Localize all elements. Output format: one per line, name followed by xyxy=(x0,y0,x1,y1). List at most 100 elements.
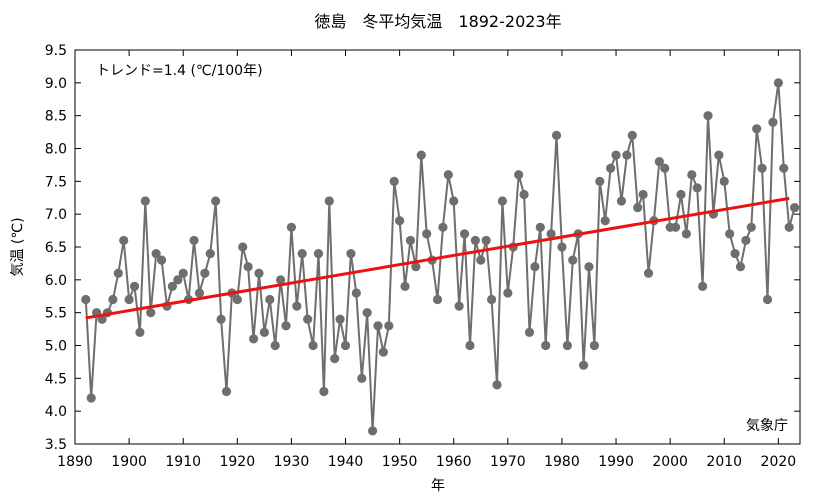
y-tick-label: 4.0 xyxy=(45,404,67,420)
x-axis: 1890 1900 1910 1920 1930 1940 1950 1960 1970 1980… xyxy=(57,50,796,470)
series-layer xyxy=(81,78,800,436)
data-point xyxy=(167,281,177,291)
y-tick-label: 6.0 xyxy=(45,273,67,289)
data-point xyxy=(643,268,654,278)
data-point xyxy=(86,393,96,403)
data-point xyxy=(129,281,140,291)
data-point xyxy=(119,235,129,246)
chart-title: 徳島 冬平均気温 1892-2023年 xyxy=(314,12,561,31)
data-point xyxy=(330,354,340,364)
data-point xyxy=(789,203,800,213)
data-point xyxy=(275,275,286,285)
data-point xyxy=(248,334,259,344)
data-point xyxy=(633,203,643,213)
data-point xyxy=(578,360,589,370)
data-point xyxy=(519,189,529,200)
data-point xyxy=(308,340,318,351)
data-point xyxy=(719,176,729,186)
data-point xyxy=(378,347,388,357)
data-point xyxy=(654,157,664,167)
data-point xyxy=(714,150,724,160)
trend-annotation: トレンド=1.4 (℃/100年) xyxy=(96,63,263,79)
data-point xyxy=(622,150,632,160)
data-point xyxy=(405,235,416,246)
y-axis-title: 気温 (℃) xyxy=(10,217,26,276)
y-tick-label: 8.0 xyxy=(45,142,67,158)
x-tick-label: 1980 xyxy=(544,454,580,470)
x-tick-label: 1950 xyxy=(382,454,418,470)
data-point xyxy=(113,268,123,278)
data-point xyxy=(616,196,627,206)
y-tick-label: 9.0 xyxy=(45,76,67,92)
data-point xyxy=(449,196,459,206)
x-tick-label: 2010 xyxy=(706,454,742,470)
data-point xyxy=(492,380,502,390)
data-point xyxy=(514,170,524,180)
data-point xyxy=(319,386,329,397)
data-point xyxy=(211,196,221,206)
data-point xyxy=(768,117,778,127)
data-point xyxy=(292,301,302,311)
data-point xyxy=(459,229,470,239)
data-point xyxy=(124,294,134,305)
data-point xyxy=(638,189,648,200)
data-point xyxy=(281,321,291,331)
data-point xyxy=(746,222,756,232)
data-point xyxy=(351,288,361,298)
data-point xyxy=(530,262,540,272)
data-point xyxy=(784,222,794,232)
data-point xyxy=(270,340,280,351)
data-point xyxy=(416,150,426,160)
data-point xyxy=(389,176,399,186)
data-point xyxy=(541,340,551,351)
data-point xyxy=(411,262,421,272)
data-point xyxy=(259,327,269,337)
trend-layer xyxy=(85,196,790,320)
data-point xyxy=(422,229,432,239)
data-point xyxy=(606,163,616,173)
data-point xyxy=(568,255,578,265)
x-tick-label: 1930 xyxy=(274,454,310,470)
data-point xyxy=(432,294,443,305)
x-tick-label: 1890 xyxy=(57,454,93,470)
data-point xyxy=(108,294,118,305)
x-tick-label: 1970 xyxy=(490,454,526,470)
data-point xyxy=(600,216,610,226)
data-point xyxy=(216,314,226,324)
x-tick-label: 2000 xyxy=(652,454,688,470)
x-axis-title: 年 xyxy=(431,478,445,494)
source-label: 気象庁 xyxy=(746,418,788,434)
data-point xyxy=(692,183,702,193)
data-point xyxy=(156,255,167,265)
trend-line xyxy=(85,196,790,320)
data-point xyxy=(81,294,91,305)
data-point xyxy=(535,222,545,232)
data-point xyxy=(438,222,448,232)
y-tick-label: 5.5 xyxy=(45,306,67,322)
data-point xyxy=(487,294,497,305)
data-point xyxy=(254,268,264,278)
data-point xyxy=(735,262,746,272)
x-tick-label: 1920 xyxy=(219,454,255,470)
x-tick-label: 1910 xyxy=(165,454,201,470)
x-tick-label: 1900 xyxy=(111,454,147,470)
data-point xyxy=(357,373,367,383)
data-point xyxy=(265,294,275,305)
data-point xyxy=(200,268,210,278)
data-point xyxy=(670,222,681,232)
data-point xyxy=(178,268,188,278)
data-point xyxy=(503,288,513,298)
data-point xyxy=(340,340,351,351)
data-point xyxy=(551,130,562,140)
data-point xyxy=(346,248,356,259)
data-point xyxy=(762,294,773,305)
data-point xyxy=(286,222,297,232)
x-tick-label: 1940 xyxy=(328,454,364,470)
data-point xyxy=(297,248,307,259)
data-point xyxy=(481,235,491,246)
data-point xyxy=(476,255,486,265)
y-tick-label: 3.5 xyxy=(45,437,67,453)
data-point xyxy=(470,235,480,246)
data-point xyxy=(400,281,410,291)
